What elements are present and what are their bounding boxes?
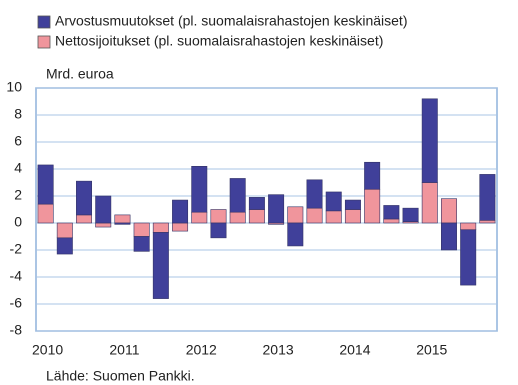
x-tick-label: 2010 — [32, 342, 63, 358]
bar-segment — [364, 188, 381, 224]
bar-segment — [114, 214, 131, 224]
legend-label: Nettosijoitukset (pl. suomalaisrahastoje… — [55, 33, 383, 49]
bar-segment — [172, 199, 189, 224]
bar-segment — [133, 236, 150, 252]
bar-segment — [325, 210, 342, 224]
x-tick-label: 2013 — [263, 342, 294, 358]
y-tick-label: 10 — [6, 79, 22, 95]
bar-segment — [248, 209, 265, 224]
bar-segment — [344, 199, 361, 210]
bar-segment — [210, 209, 227, 224]
plot-area — [35, 87, 498, 332]
bar-segment — [287, 222, 304, 247]
legend-label: Arvostusmuutokset (pl. suomalaisrahastoj… — [55, 13, 408, 29]
x-tick-label: 2011 — [109, 342, 139, 358]
bar-segment — [460, 222, 477, 231]
bar-segment — [210, 222, 227, 239]
x-tick-label: 2014 — [339, 342, 370, 358]
bar-segment — [440, 198, 457, 224]
bar-segment — [229, 211, 246, 224]
x-tick-label: 2015 — [416, 342, 447, 358]
bar-segment — [191, 211, 208, 224]
bar-segment — [248, 197, 265, 210]
bar-segment — [460, 229, 477, 286]
bar-segment — [191, 166, 208, 213]
bar-segment — [440, 222, 457, 251]
bar-segment — [287, 206, 304, 224]
bar-segment — [37, 164, 54, 205]
x-tick-label: 2012 — [186, 342, 217, 358]
bar-segment — [56, 222, 73, 239]
bar-segment — [344, 209, 361, 224]
bar-segment — [95, 195, 112, 224]
bar-segment — [172, 222, 189, 232]
bar-segment — [421, 98, 438, 183]
bar-segment — [268, 194, 285, 224]
y-tick-label: -8 — [10, 322, 23, 338]
source: Lähde: Suomen Pankki. — [46, 368, 195, 384]
bar-segment — [402, 207, 419, 222]
legend-swatch — [37, 35, 51, 49]
y-tick-label: -2 — [10, 241, 23, 257]
y-tick-label: 4 — [14, 160, 22, 176]
bar-segment — [306, 207, 323, 224]
bar-segment — [133, 222, 150, 237]
bar-segment — [76, 180, 93, 216]
bar-segment — [383, 218, 400, 224]
y-tick-label: 8 — [14, 106, 22, 122]
bar-segment — [114, 222, 131, 225]
y-tick-label: -4 — [10, 268, 23, 284]
bar-segment — [479, 174, 496, 221]
bar-segment — [152, 222, 169, 233]
bar-segment — [229, 178, 246, 213]
bar-segment — [325, 191, 342, 212]
bar-segment — [421, 182, 438, 224]
axis-label: Mrd. euroa — [46, 66, 114, 82]
bar-segment — [56, 237, 73, 255]
bar-segment — [37, 203, 54, 224]
y-tick-label: 0 — [14, 214, 22, 230]
y-tick-label: 6 — [14, 133, 22, 149]
bar-segment — [364, 161, 381, 190]
bar-segment — [383, 205, 400, 220]
bar-segment — [306, 179, 323, 209]
bar-segment — [95, 222, 112, 228]
y-tick-label: -6 — [10, 295, 23, 311]
bar-segment — [152, 232, 169, 299]
legend-swatch — [37, 15, 51, 29]
bar-segment — [479, 220, 496, 224]
y-tick-label: 2 — [14, 187, 22, 203]
bar-segment — [76, 214, 93, 224]
